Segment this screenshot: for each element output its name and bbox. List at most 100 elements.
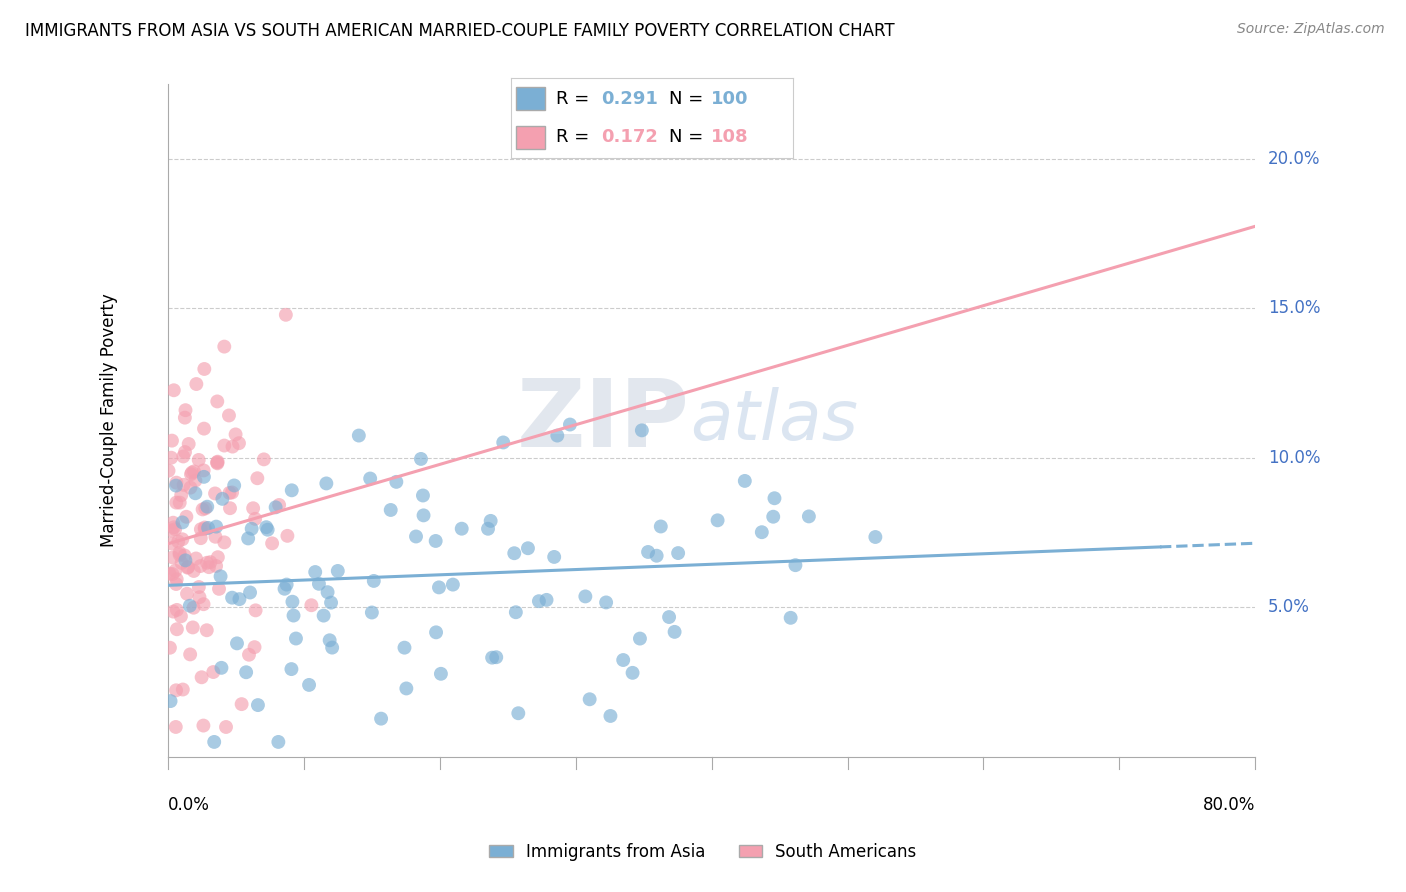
Point (173, 478, 195, 492)
Point (193, 463, 215, 477)
Point (170, 609, 193, 624)
Point (159, 566, 181, 581)
Point (347, 428, 370, 442)
Point (574, 590, 596, 604)
Point (395, 681, 418, 696)
Point (235, 665, 257, 680)
Point (385, 475, 408, 489)
Point (578, 692, 600, 706)
Point (195, 500, 218, 514)
Point (160, 450, 183, 465)
Point (238, 648, 260, 662)
Point (214, 340, 236, 354)
Text: 80.0%: 80.0% (1202, 796, 1256, 814)
Point (228, 436, 250, 450)
Point (183, 600, 205, 615)
Point (762, 509, 785, 524)
Point (195, 556, 218, 570)
Point (165, 720, 187, 734)
Point (318, 633, 340, 648)
Point (363, 574, 385, 588)
Point (204, 486, 226, 500)
Point (536, 593, 558, 607)
Point (243, 640, 266, 654)
Text: 15.0%: 15.0% (1268, 300, 1320, 318)
Point (779, 611, 801, 625)
Point (797, 509, 820, 524)
Point (321, 640, 343, 655)
Point (166, 622, 188, 636)
Point (226, 636, 249, 650)
Point (245, 603, 267, 617)
Point (179, 599, 201, 613)
Point (190, 522, 212, 536)
Point (165, 475, 187, 490)
Point (174, 445, 197, 459)
Point (205, 455, 228, 469)
Point (637, 545, 659, 559)
Point (200, 555, 222, 569)
Point (190, 559, 212, 574)
Point (284, 632, 307, 646)
Point (298, 678, 321, 692)
Point (412, 508, 434, 523)
Point (225, 427, 247, 442)
Point (527, 594, 550, 608)
Point (179, 648, 201, 662)
Point (211, 491, 233, 506)
Point (246, 698, 269, 712)
Point (159, 640, 181, 655)
Point (169, 548, 191, 562)
Point (188, 590, 211, 604)
Point (193, 470, 215, 484)
Point (240, 522, 263, 536)
Point (246, 471, 269, 485)
Point (163, 384, 186, 398)
Point (205, 558, 228, 573)
Point (231, 697, 253, 711)
Point (441, 577, 464, 591)
Point (273, 582, 295, 596)
Point (546, 428, 568, 442)
Point (253, 452, 276, 467)
Point (658, 610, 681, 624)
Point (193, 718, 215, 732)
Point (197, 521, 219, 535)
Point (299, 599, 322, 613)
Point (186, 377, 208, 392)
Point (190, 670, 212, 684)
Point (316, 585, 339, 599)
Point (167, 534, 190, 549)
Point (211, 661, 233, 675)
Point (256, 523, 278, 537)
Point (204, 530, 226, 544)
Point (283, 608, 305, 623)
Point (380, 503, 402, 517)
Point (221, 485, 243, 500)
Point (370, 712, 392, 726)
Point (706, 513, 728, 527)
Point (664, 624, 686, 639)
Point (262, 536, 284, 550)
Point (165, 683, 187, 698)
Point (180, 467, 202, 482)
Point (239, 585, 262, 599)
Point (621, 665, 644, 680)
Point (183, 564, 205, 578)
Point (281, 483, 304, 498)
Point (209, 569, 232, 583)
Point (763, 491, 786, 506)
Point (170, 556, 193, 570)
Point (264, 500, 287, 515)
Point (312, 608, 335, 623)
Point (228, 592, 250, 607)
Point (207, 456, 229, 470)
Point (172, 450, 194, 464)
Point (218, 486, 240, 500)
Point (631, 423, 654, 437)
Point (238, 532, 260, 546)
Point (169, 546, 191, 560)
Point (205, 519, 228, 533)
Text: 5.0%: 5.0% (1268, 599, 1310, 616)
Point (214, 535, 236, 549)
